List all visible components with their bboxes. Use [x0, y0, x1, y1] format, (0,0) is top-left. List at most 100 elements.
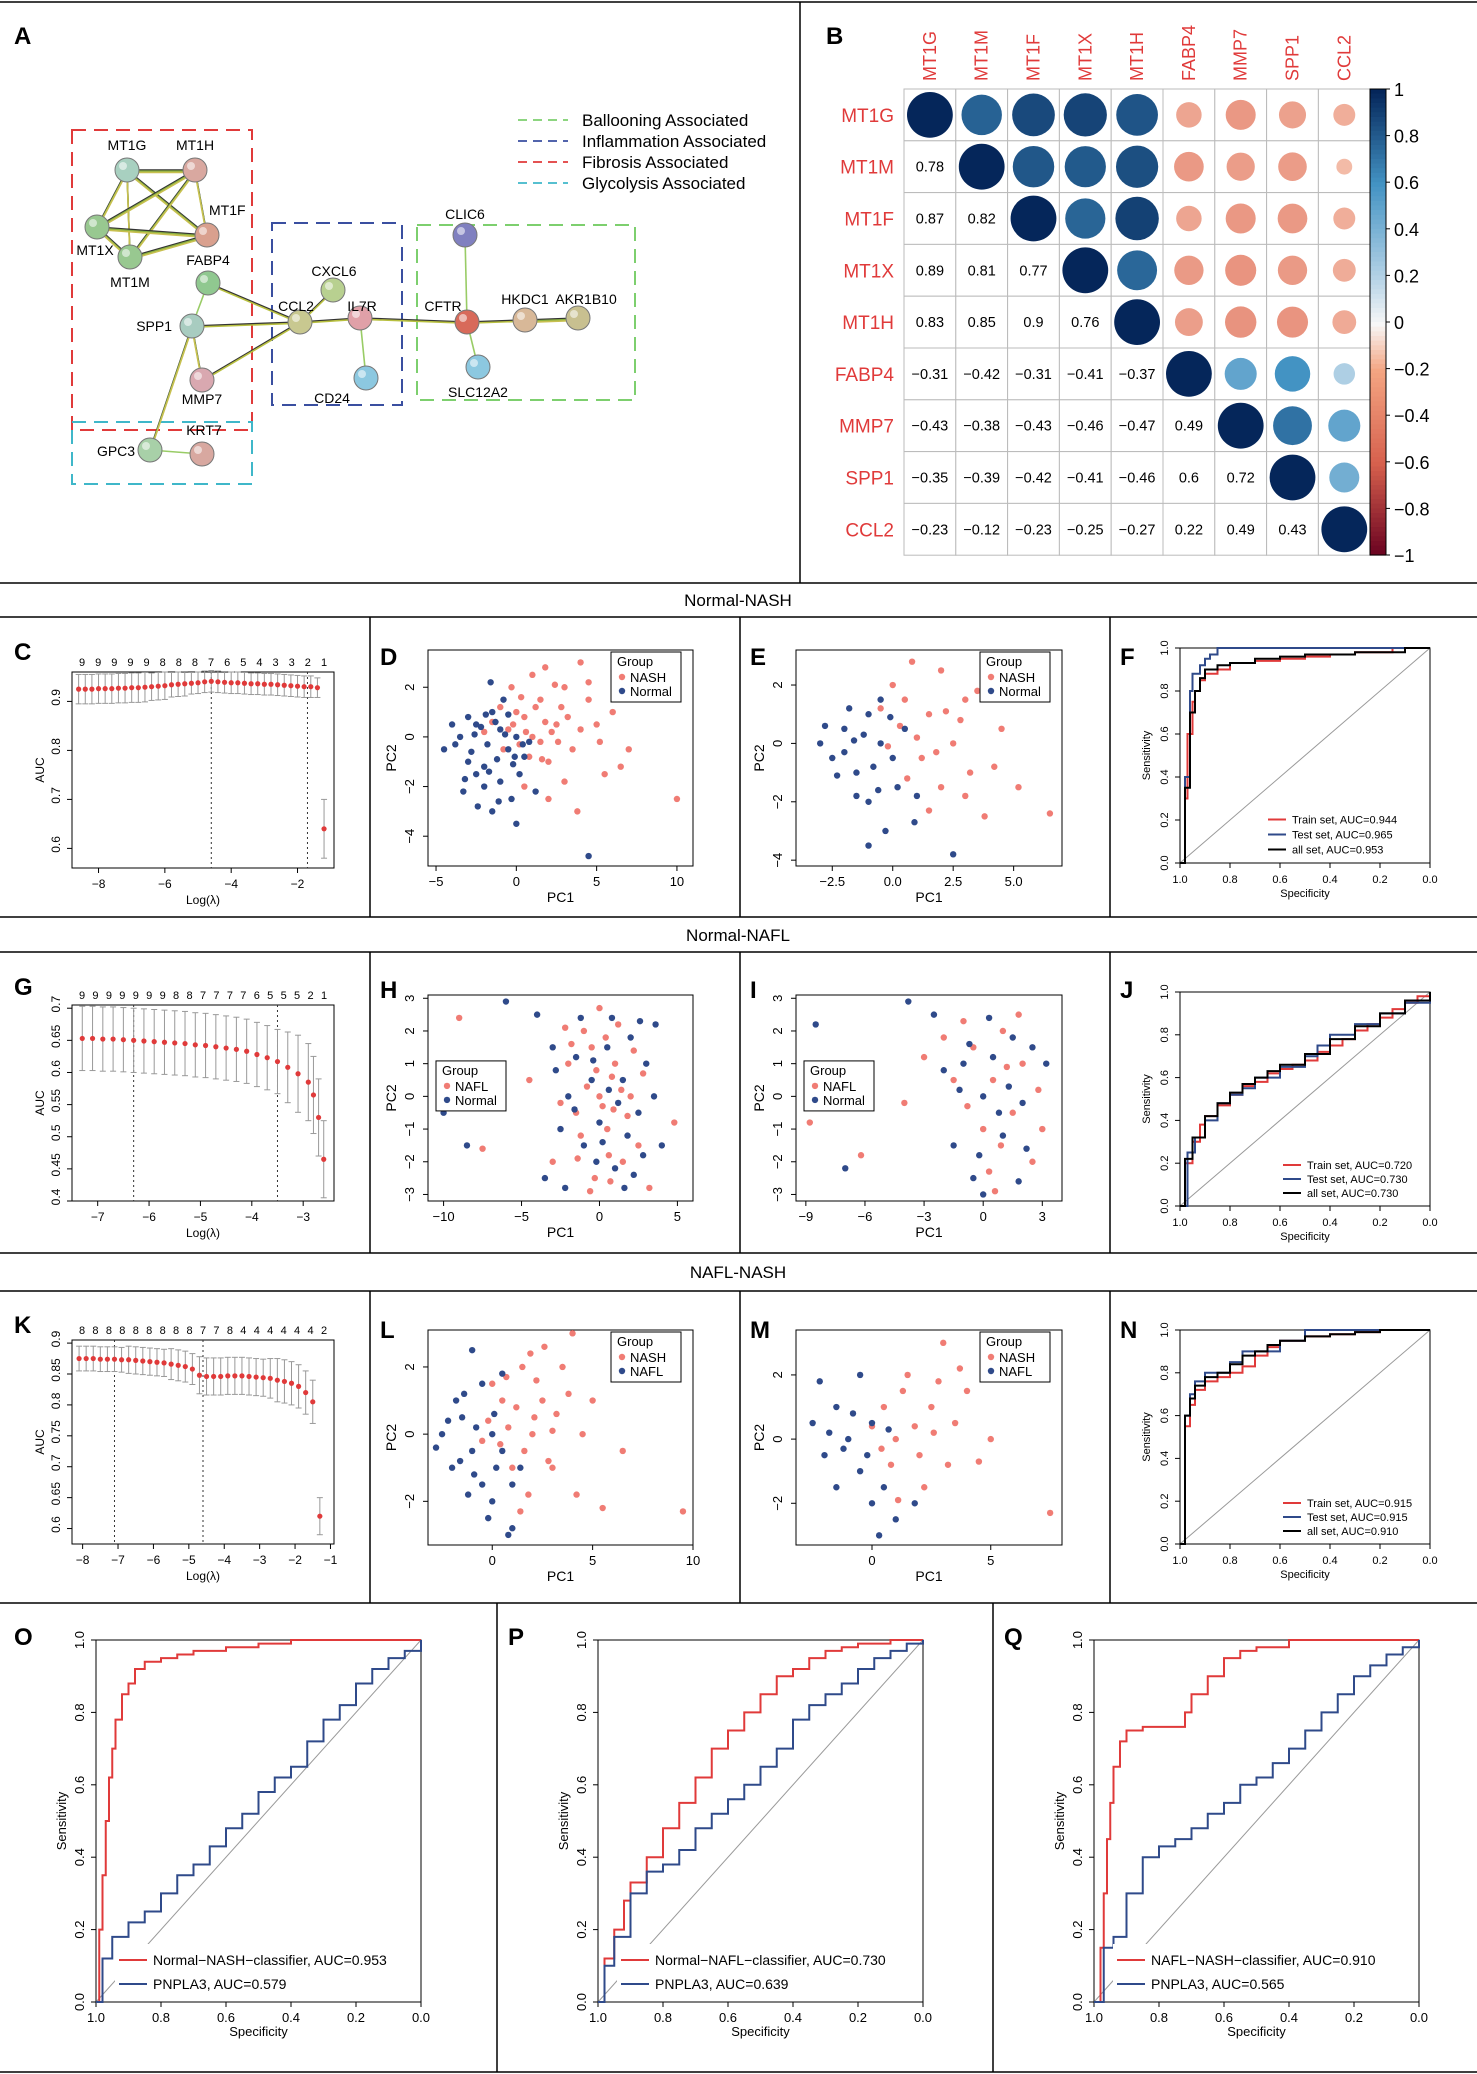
x-tick-label: 0.8	[654, 2010, 672, 2025]
network-edge	[129, 236, 208, 261]
node-label: KRT7	[186, 422, 222, 438]
legend-marker	[618, 673, 626, 681]
colorbar-tick-label: 1	[1394, 80, 1404, 100]
pca-point-nash	[944, 1461, 952, 1468]
x-tick-label: 0.4	[784, 2010, 802, 2025]
y-tick-label: 0.8	[1159, 683, 1171, 698]
pca-point-normal	[870, 763, 877, 770]
pca-point-normal	[913, 792, 921, 800]
y-tick-label: 1.0	[574, 1631, 589, 1649]
auc-point	[308, 684, 314, 690]
pca-point-nafl	[499, 1370, 506, 1377]
auc-point	[305, 1079, 311, 1085]
heatmap-circle	[1166, 351, 1212, 397]
pca-point-nafl	[591, 1174, 598, 1182]
network-edge	[207, 283, 301, 324]
chart-p: 1.0 0.8 0.6 0.4 0.2 0.0 0.0 0.2 0.4 0.6 0.8 1.0 Norm…	[556, 1631, 932, 2039]
pca-point-normal	[521, 753, 528, 760]
pca-point-normal	[1009, 1034, 1016, 1041]
heatmap-value: 0.81	[968, 263, 996, 279]
heatmap-value: 0.22	[1175, 522, 1203, 538]
pca-point-nash	[525, 1491, 532, 1498]
pca-point-nafl	[489, 1430, 496, 1438]
auc-point	[218, 1373, 224, 1380]
y-tick-label: 0.2	[1159, 812, 1171, 827]
y-tick-label: 0.2	[1070, 1921, 1085, 1939]
auc-point	[89, 1035, 96, 1042]
x-tick-label: −8	[76, 1553, 90, 1567]
legend-label: NAFL	[823, 1079, 856, 1094]
pca-point-nafl	[627, 1093, 634, 1100]
auc-point	[254, 1051, 260, 1058]
legend-box	[1279, 1154, 1424, 1202]
pca-point-nafl	[856, 1467, 864, 1475]
pca-point-nafl	[568, 1040, 575, 1048]
pca-point-normal	[627, 1034, 634, 1041]
x-tick-label: 0.6	[719, 2010, 737, 2025]
x-tick-label: −6	[858, 1209, 873, 1224]
heatmap-circle	[1274, 356, 1311, 392]
pca-point-nafl	[920, 1053, 928, 1061]
x-tick-label: 0.2	[849, 2010, 867, 2025]
heatmap-circle	[961, 94, 1002, 136]
x-tick-label: −3	[253, 1553, 267, 1567]
top-label: 9	[92, 990, 98, 1002]
pca-point-normal	[593, 1158, 600, 1165]
top-label: 4	[240, 1325, 246, 1337]
heatmap-col-label: CCL2	[1334, 35, 1354, 81]
pca-point-normal	[950, 1142, 957, 1149]
auc-point	[172, 1040, 178, 1046]
auc-point	[246, 1373, 252, 1380]
y-axis-title: PC2	[751, 1084, 767, 1111]
colorbar-segment	[1370, 116, 1386, 123]
pca-point-nash	[892, 1435, 899, 1443]
pca-point-nash	[548, 728, 555, 736]
y-tick-label: −2	[402, 1154, 417, 1169]
top-label: 7	[213, 990, 219, 1002]
heatmap-value: 0.49	[1175, 419, 1203, 435]
heatmap-value: −0.37	[1119, 367, 1156, 383]
pca-point-normal	[860, 731, 867, 738]
panel-label-c: C	[14, 639, 31, 666]
auc-point	[225, 1373, 231, 1379]
pca-point-nafl	[549, 1158, 556, 1165]
node-highlight	[517, 312, 525, 320]
node-label: FABP4	[186, 252, 230, 268]
heatmap-circle	[1174, 255, 1204, 285]
y-tick-label: 1.0	[1159, 984, 1171, 999]
legend-label: Normal−NASH−classifier, AUC=0.953	[153, 1952, 387, 1968]
legend-label: all set, AUC=0.910	[1307, 1526, 1398, 1538]
heatmap-col-label: SPP1	[1283, 35, 1303, 81]
pca-point-normal	[501, 731, 509, 738]
colorbar-segment	[1370, 405, 1386, 412]
pca-point-nash	[957, 716, 964, 724]
plot-area	[1179, 991, 1431, 1207]
colorbar-segment	[1370, 89, 1386, 95]
auc-point	[221, 679, 228, 685]
top-label: 4	[307, 1325, 313, 1337]
pca-point-normal	[652, 1021, 659, 1028]
pca-point-nafl	[455, 1014, 463, 1022]
x-axis-title: Log(λ)	[186, 1569, 220, 1583]
colorbar-segment	[1370, 438, 1386, 444]
pca-point-nash	[966, 769, 974, 776]
pca-point-normal	[905, 998, 912, 1005]
pca-point-nafl	[1029, 1158, 1036, 1165]
x-tick-label: 0.0	[914, 2010, 932, 2025]
heatmap-value: −0.43	[1015, 419, 1052, 435]
roc-curve	[1180, 647, 1430, 864]
auc-point	[151, 1039, 157, 1045]
colorbar-segment	[1370, 396, 1386, 402]
auc-point	[182, 681, 188, 687]
colorbar-tick-label: 0.6	[1394, 173, 1419, 193]
heatmap-circle	[1063, 93, 1107, 137]
x-tick-label: −7	[111, 1553, 125, 1567]
heatmap-value: −0.46	[1067, 419, 1104, 435]
legend-marker	[618, 687, 626, 695]
heatmap-circle	[1174, 151, 1204, 182]
colorbar-tick-label: −1	[1394, 546, 1415, 566]
heatmap-cell	[955, 451, 1009, 504]
pca-point-nafl	[526, 1076, 533, 1084]
